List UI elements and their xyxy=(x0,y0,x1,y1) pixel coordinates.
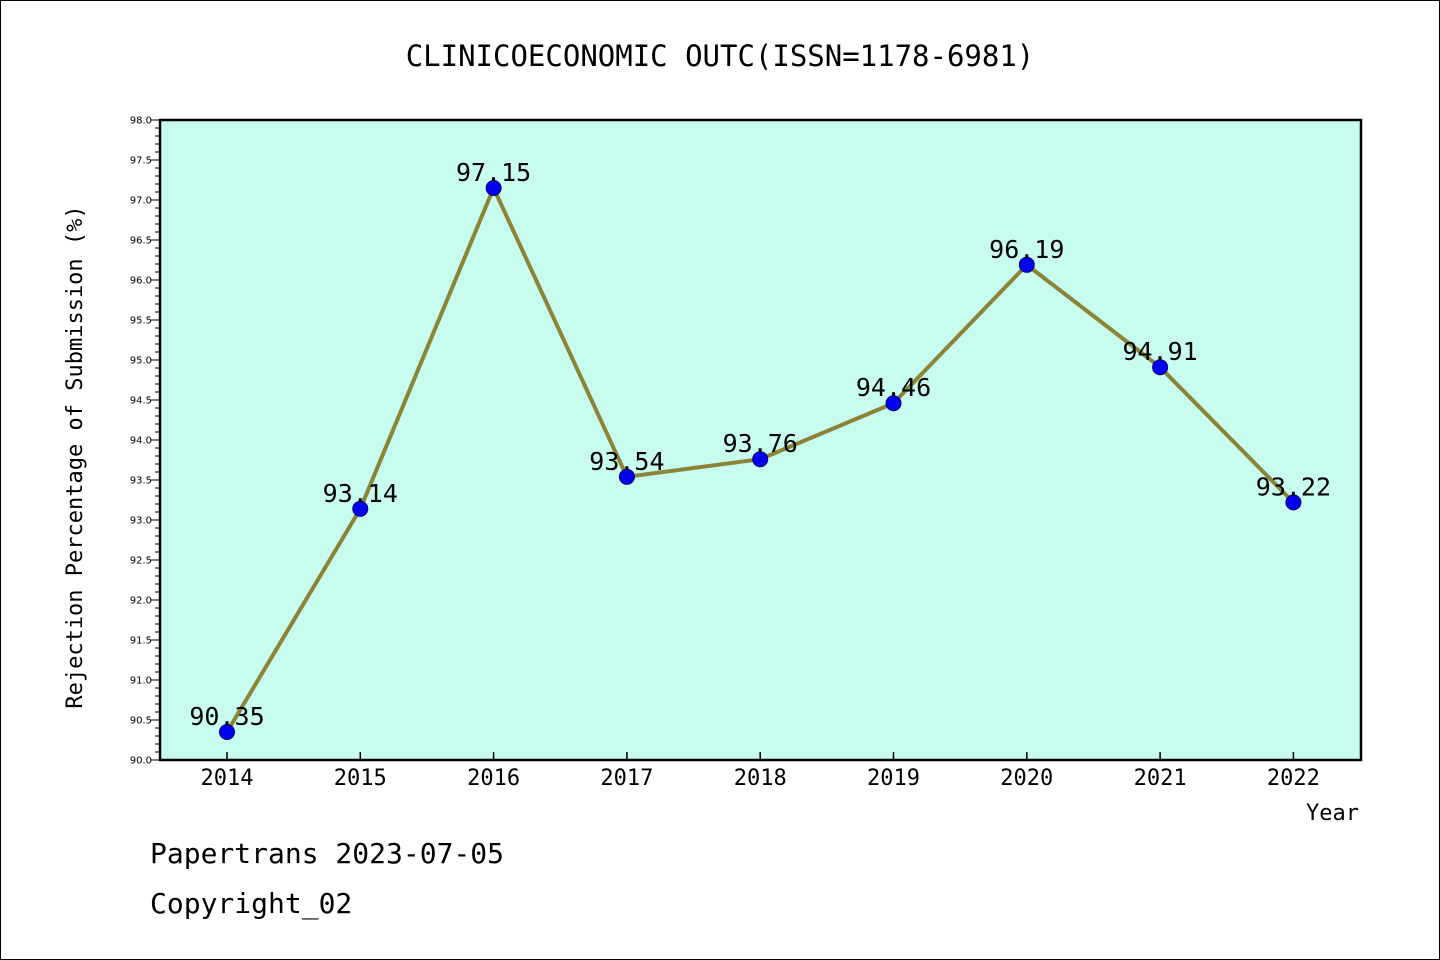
y-tick-label: 92.0 xyxy=(130,596,152,607)
data-point-2016 xyxy=(485,180,502,196)
y-tick-label: 97.0 xyxy=(130,196,152,207)
x-tick-label: 2017 xyxy=(600,766,653,791)
data-point-2019 xyxy=(885,395,902,412)
data-point-2021 xyxy=(1152,359,1169,376)
data-label-2019: 94.46 xyxy=(856,373,931,402)
data-label-2014: 90.35 xyxy=(189,702,264,731)
data-label-2016: 97.15 xyxy=(456,158,531,187)
data-label-2021: 94.91 xyxy=(1122,337,1197,366)
x-tick-label: 2020 xyxy=(1000,766,1053,791)
y-tick-label: 97.5 xyxy=(130,156,152,167)
data-label-2018: 93.76 xyxy=(723,429,798,458)
y-tick-label: 95.5 xyxy=(130,316,152,327)
data-label-2022: 93.22 xyxy=(1256,472,1331,501)
data-label-2015: 93.14 xyxy=(323,479,398,508)
x-axis: 2014 2015 2016 2017 2018 2019 2020 2021 2022 xyxy=(201,752,1320,791)
x-tick-label: 2016 xyxy=(467,766,520,791)
footer-date: Papertrans 2023-07-05 xyxy=(150,837,504,870)
data-point-2022 xyxy=(1285,494,1302,511)
footer-copyright: Copyright_02 xyxy=(150,887,352,921)
x-tick-label: 2014 xyxy=(201,766,254,791)
x-axis-label: Year xyxy=(1306,801,1359,826)
y-tick-label: 98.0 xyxy=(130,116,152,127)
x-tick-label: 2019 xyxy=(867,766,920,791)
y-tick-label: 93.0 xyxy=(130,516,152,527)
data-point-2015 xyxy=(352,500,369,517)
y-tick-label: 92.5 xyxy=(130,556,152,567)
data-point-2018 xyxy=(752,451,769,468)
data-point-2014 xyxy=(219,724,235,740)
y-tick-label: 93.5 xyxy=(130,476,152,487)
x-tick-label: 2015 xyxy=(334,766,387,791)
data-points xyxy=(219,180,1302,740)
x-tick-label: 2018 xyxy=(734,766,787,791)
y-tick-label: 91.0 xyxy=(130,676,152,687)
y-tick-label: 95.0 xyxy=(130,356,152,367)
y-tick-label: 90.0 xyxy=(130,756,152,767)
y-tick-label: 96.5 xyxy=(130,236,152,247)
data-point-2017 xyxy=(618,468,635,485)
x-tick-label: 2021 xyxy=(1134,766,1187,791)
y-tick-label: 94.5 xyxy=(130,396,152,407)
data-label-2020: 96.19 xyxy=(989,235,1064,264)
x-tick-label: 2022 xyxy=(1267,766,1320,791)
y-tick-label: 96.0 xyxy=(130,276,152,287)
y-tick-label: 90.5 xyxy=(130,716,152,727)
y-axis: 90.0 90.5 91.0 91.5 92.0 92.5 93.0 93.5 94.0 94.5… xyxy=(130,116,160,767)
y-tick-label: 94.0 xyxy=(130,436,152,447)
plot-area xyxy=(158,118,1363,762)
y-axis-label: Rejection Percentage of Submission (%) xyxy=(63,205,88,708)
y-tick-label: 91.5 xyxy=(130,636,152,647)
data-point-2020 xyxy=(1018,256,1035,273)
data-labels: 90.35 93.14 97.15 93.54 93.76 94.46 96.19 94.91… xyxy=(189,158,1331,731)
chart-title: CLINICOECONOMIC OUTC(ISSN=1178-6981) xyxy=(406,39,1035,73)
data-label-2017: 93.54 xyxy=(589,447,664,476)
